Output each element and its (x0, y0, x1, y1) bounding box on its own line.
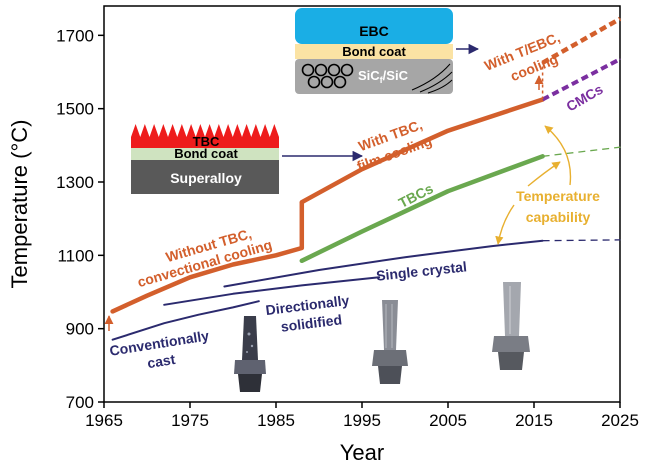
capability-arrow-mid (527, 161, 561, 187)
x-tick-label: 2025 (601, 411, 639, 430)
data-point (619, 58, 621, 60)
fiber-circle (307, 75, 321, 89)
label-ds-2: solidified (280, 311, 343, 334)
x-tick-label: 2005 (429, 411, 467, 430)
sic-label: SiCf/SiC (358, 68, 409, 85)
x-axis-title: Year (340, 440, 384, 465)
ebc-bond-coat-layer (295, 44, 453, 59)
series-line (542, 239, 621, 242)
x-tick-label: 1975 (171, 411, 209, 430)
y-tick-label: 900 (66, 320, 94, 339)
series-line (111, 300, 260, 341)
fiber-circle (301, 63, 315, 77)
capability-arrow-up (544, 125, 572, 186)
label-temp-capability-1: Temperature (516, 188, 600, 204)
label-temp-capability-2: capability (526, 209, 591, 225)
capability-arrow-down (495, 204, 515, 245)
blade-conventionally-cast (234, 316, 266, 392)
superalloy-layer (131, 160, 279, 194)
y-tick-label: 700 (66, 393, 94, 412)
y-axis-title: Temperature (°C) (7, 120, 32, 289)
sic-layer (295, 59, 453, 94)
y-tick-label: 1300 (56, 173, 94, 192)
fiber-circle (333, 75, 347, 89)
tbc-layer (131, 124, 279, 148)
ebc-schematic: EBC Bond coat SiCf/SiC (295, 8, 453, 94)
blade-single-crystal (492, 282, 530, 370)
label-cc-2: cast (146, 351, 177, 371)
axis-ticks: 1965 1975 1985 1995 2005 2015 2025 700 900 1100 13… (56, 26, 639, 430)
y-tick-label: 1700 (56, 26, 94, 45)
ebc-bond-coat-label: Bond coat (342, 44, 406, 59)
tbc-bond-coat-layer (131, 148, 279, 160)
series-line (110, 245, 305, 314)
series-line (163, 276, 381, 306)
tbc-label: TBC (193, 134, 220, 149)
y-tick-label: 1100 (57, 246, 94, 265)
series-line (299, 97, 545, 205)
series-layer (110, 16, 622, 341)
series-line (223, 239, 544, 288)
series-line (541, 57, 621, 102)
fiber-circle (340, 63, 354, 77)
sic-hatch-lines (411, 63, 453, 94)
label-cmcs: CMCs (563, 81, 606, 115)
sic-fiber-circles (301, 63, 354, 89)
superalloy-label: Superalloy (170, 170, 242, 186)
fiber-circle (327, 63, 341, 77)
series-line (299, 154, 545, 264)
series-line (542, 146, 621, 157)
x-tick-label: 1965 (85, 411, 123, 430)
tbc-schematic: TBC Bond coat Superalloy (131, 124, 279, 194)
fiber-circle (314, 63, 328, 77)
fiber-circle (320, 75, 334, 89)
blade-directionally-solidified (372, 300, 408, 384)
x-tick-label: 1985 (257, 411, 295, 430)
y-tick-label: 1500 (56, 100, 94, 119)
tbc-bond-coat-label: Bond coat (174, 146, 238, 161)
ebc-layer (295, 8, 453, 44)
label-single-crystal: Single crystal (375, 258, 467, 283)
ebc-label: EBC (359, 23, 389, 39)
x-tick-label: 2015 (515, 411, 553, 430)
series-line (541, 16, 622, 65)
x-tick-label: 1995 (343, 411, 381, 430)
